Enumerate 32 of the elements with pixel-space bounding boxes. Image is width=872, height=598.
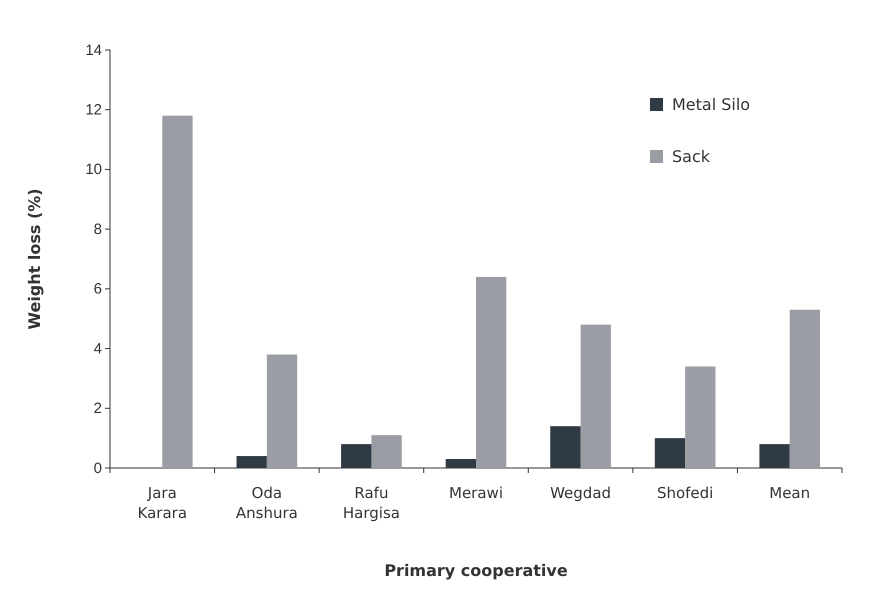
y-tick-label: 4 <box>94 340 102 358</box>
y-tick-label: 0 <box>94 460 102 477</box>
bar <box>266 354 298 468</box>
x-tick-label: Wegdad <box>550 484 612 502</box>
x-tick-label: Merawi <box>449 484 503 502</box>
x-tick-label: Jara Karara <box>138 484 188 522</box>
y-tick-label: 2 <box>94 400 102 418</box>
bar <box>371 435 402 468</box>
legend-label: Sack <box>672 147 711 166</box>
bar <box>685 366 716 468</box>
bar <box>446 459 476 468</box>
y-axis-title: Weight loss (%) <box>25 188 44 330</box>
y-tick-label: 12 <box>85 102 102 119</box>
y-tick-label: 10 <box>85 161 102 178</box>
x-tick-label: Shofedi <box>656 484 714 502</box>
bar <box>476 276 506 468</box>
x-tick-label: Rafu Hargisa <box>342 484 400 522</box>
y-tick-label: 14 <box>85 42 102 59</box>
bar <box>341 444 372 468</box>
bar <box>654 438 686 468</box>
legend-label: Metal Silo <box>672 95 750 114</box>
bar <box>580 324 611 468</box>
bar <box>236 456 267 468</box>
y-tick-label: 8 <box>94 220 102 238</box>
bar <box>162 116 193 468</box>
bar <box>790 310 820 468</box>
bar <box>759 444 790 468</box>
bar <box>550 426 581 468</box>
x-tick-label: Oda Anshura <box>236 484 298 522</box>
x-tick-label: Mean <box>769 484 810 502</box>
y-tick-label: 6 <box>94 280 102 298</box>
x-axis-title: Primary cooperative <box>384 561 568 580</box>
